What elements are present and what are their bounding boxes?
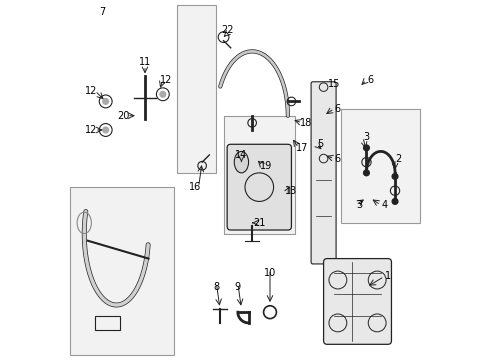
Circle shape (392, 199, 398, 204)
Text: 6: 6 (367, 75, 373, 85)
Text: 3: 3 (356, 200, 363, 210)
Text: 2: 2 (395, 154, 402, 163)
Circle shape (103, 127, 109, 133)
Text: 17: 17 (296, 143, 308, 153)
Text: 19: 19 (260, 161, 272, 171)
FancyBboxPatch shape (227, 144, 292, 230)
Text: 7: 7 (99, 7, 105, 17)
Circle shape (160, 91, 166, 97)
Text: 12: 12 (160, 75, 172, 85)
Text: 11: 11 (139, 57, 151, 67)
Bar (95, 316, 120, 330)
Ellipse shape (234, 152, 248, 173)
Text: 1: 1 (385, 271, 391, 282)
Bar (223, 116, 295, 234)
Text: 14: 14 (235, 150, 247, 160)
FancyBboxPatch shape (323, 258, 392, 344)
Text: 5: 5 (317, 139, 323, 149)
Text: 10: 10 (264, 268, 276, 278)
Circle shape (364, 170, 369, 176)
Circle shape (364, 145, 369, 151)
Text: 4: 4 (381, 200, 388, 210)
Circle shape (103, 99, 109, 104)
Text: 12: 12 (85, 125, 98, 135)
FancyBboxPatch shape (311, 82, 336, 264)
Text: 6: 6 (335, 104, 341, 113)
Text: 15: 15 (328, 78, 341, 89)
Circle shape (392, 174, 398, 179)
Text: 12: 12 (85, 86, 98, 96)
Text: 6: 6 (335, 154, 341, 163)
Text: 3: 3 (364, 132, 369, 142)
Text: 20: 20 (118, 111, 130, 121)
Bar (177, 5, 217, 173)
Text: 22: 22 (221, 25, 233, 35)
Text: 8: 8 (213, 282, 220, 292)
Text: 21: 21 (253, 218, 266, 228)
Text: 13: 13 (285, 186, 297, 196)
Bar (342, 109, 420, 223)
Text: 16: 16 (189, 182, 201, 192)
Bar (70, 187, 173, 355)
Text: 18: 18 (299, 118, 312, 128)
Text: 9: 9 (235, 282, 241, 292)
